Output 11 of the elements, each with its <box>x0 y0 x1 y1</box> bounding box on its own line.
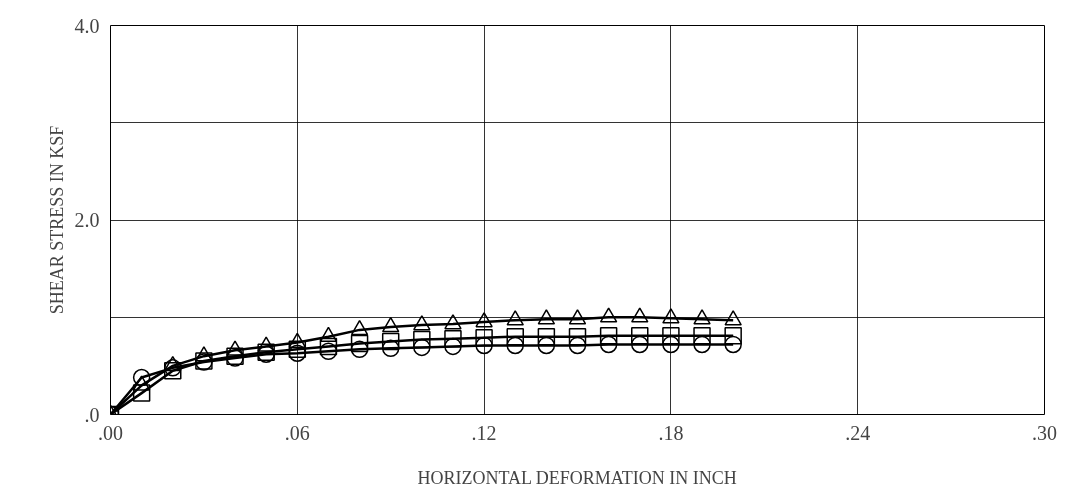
y-tick-label: 2.0 <box>74 209 100 231</box>
x-tick-label: .12 <box>471 421 497 444</box>
x-tick-label: .30 <box>1032 421 1057 444</box>
x-tick-label: .06 <box>284 421 310 444</box>
x-tick-label: .18 <box>658 421 684 444</box>
y-axis-title: SHEAR STRESS IN KSF <box>46 125 67 315</box>
y-tick-label: 4.0 <box>74 14 100 37</box>
x-tick-label: .24 <box>845 421 871 444</box>
x-axis-title: HORIZONTAL DEFORMATION IN INCH <box>417 467 737 488</box>
y-tick-label: .0 <box>84 403 100 426</box>
x-tick-label: .00 <box>98 421 123 444</box>
